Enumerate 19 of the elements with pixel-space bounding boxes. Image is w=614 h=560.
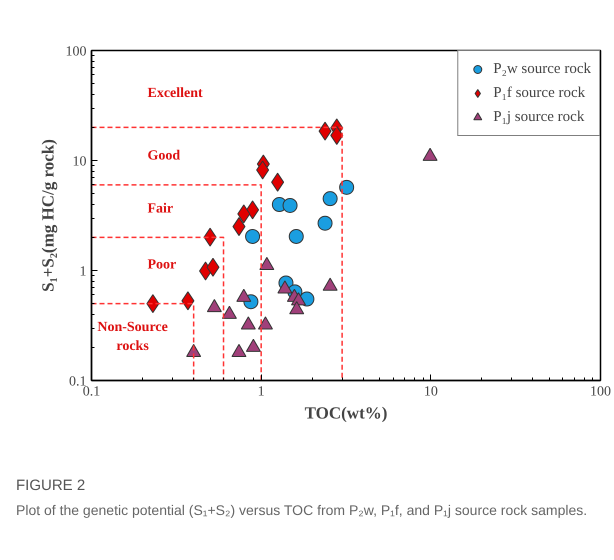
x-tick-label: 100	[590, 384, 611, 400]
x-tick-label: 1	[258, 384, 265, 400]
legend-label: P₁f source rock	[493, 84, 586, 102]
y-tick-label: 10	[72, 154, 86, 170]
annotation: Fair	[147, 201, 174, 216]
annotation: Excellent	[147, 86, 204, 101]
annotation: Non-Source rocks	[97, 320, 168, 354]
x-tick-label: 10	[424, 384, 438, 400]
x-axis-title: TOC(wt%)	[304, 404, 388, 422]
x-tick-label: 0.1	[82, 384, 100, 400]
annotation: Good	[147, 148, 180, 164]
y-tick-label: 1	[80, 264, 86, 280]
legend-label: P₂w source rock	[493, 60, 591, 78]
y-axis-title: S₁+S₂(mg HC/g rock)	[38, 139, 58, 292]
legend-label: P₁j source rock	[493, 108, 584, 126]
y-tick-label: 100	[66, 44, 86, 60]
annotation: Poor	[147, 258, 176, 272]
text: Plot of the genetic potential (S₁+S₂) versus TOC from P₂w, P₁f, and P₁j source rock samples.	[16, 501, 588, 520]
caption: FIGURE 2	[16, 476, 86, 496]
